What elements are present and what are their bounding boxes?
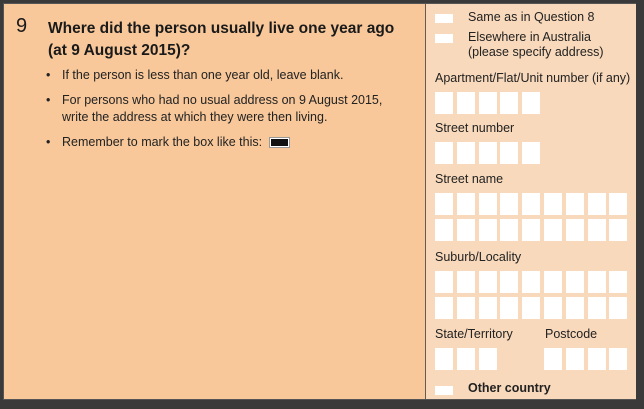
state-label: State/Territory	[435, 327, 513, 341]
character-box[interactable]	[522, 297, 541, 319]
character-box[interactable]	[435, 348, 453, 370]
character-box[interactable]	[609, 193, 628, 215]
character-box[interactable]	[565, 271, 584, 293]
character-box[interactable]	[435, 193, 453, 215]
suburb-label: Suburb/Locality	[435, 250, 522, 264]
character-box[interactable]	[565, 219, 584, 241]
character-box[interactable]	[544, 219, 562, 241]
question-title-line1: Where did the person usually live one ye…	[48, 20, 395, 37]
character-box[interactable]	[435, 271, 453, 293]
character-box[interactable]	[478, 142, 497, 164]
character-box[interactable]	[544, 348, 562, 370]
character-box[interactable]	[565, 297, 584, 319]
character-box[interactable]	[456, 142, 475, 164]
character-box[interactable]	[522, 92, 541, 114]
question-number: 9	[16, 15, 28, 37]
character-box[interactable]	[587, 297, 606, 319]
character-box[interactable]	[456, 193, 475, 215]
postcode-label: Postcode	[545, 327, 598, 341]
answer-area: Same as in Question 8 Elsewhere in Austr…	[425, 4, 636, 399]
same-as-q8-checkbox[interactable]	[435, 14, 453, 23]
character-box[interactable]	[609, 297, 628, 319]
character-box[interactable]	[544, 297, 562, 319]
character-box[interactable]	[435, 142, 453, 164]
elsewhere-australia-label: Elsewhere in Australia	[468, 30, 591, 44]
character-box[interactable]	[456, 219, 475, 241]
character-box[interactable]	[522, 271, 541, 293]
character-box[interactable]	[587, 348, 606, 370]
character-box[interactable]	[500, 193, 519, 215]
street-name-label: Street name	[435, 172, 504, 186]
marked-box-example-icon	[269, 137, 291, 149]
same-as-q8-label: Same as in Question 8	[468, 10, 595, 24]
character-box[interactable]	[587, 193, 606, 215]
character-box[interactable]	[609, 348, 628, 370]
other-country-label: Other country	[468, 381, 551, 395]
character-box[interactable]	[565, 348, 584, 370]
character-box[interactable]	[522, 142, 541, 164]
character-box[interactable]	[456, 297, 475, 319]
character-box[interactable]	[435, 92, 453, 114]
character-box[interactable]	[456, 348, 475, 370]
character-box[interactable]	[478, 348, 497, 370]
street-number-label: Street number	[435, 121, 515, 135]
question-title: Where did the person usually live one ye…	[48, 18, 408, 62]
elsewhere-australia-note: (please specify address)	[468, 45, 604, 59]
character-box[interactable]	[500, 92, 519, 114]
character-box[interactable]	[544, 193, 562, 215]
character-box[interactable]	[500, 142, 519, 164]
character-box[interactable]	[609, 271, 628, 293]
character-box[interactable]	[544, 271, 562, 293]
character-box[interactable]	[435, 219, 453, 241]
character-box[interactable]	[478, 193, 497, 215]
character-box[interactable]	[522, 193, 541, 215]
character-box[interactable]	[500, 219, 519, 241]
other-country-checkbox[interactable]	[435, 386, 453, 395]
character-box[interactable]	[565, 193, 584, 215]
character-box[interactable]	[587, 219, 606, 241]
character-box[interactable]	[478, 92, 497, 114]
character-box[interactable]	[609, 219, 628, 241]
question-panel: 9 Where did the person usually live one …	[3, 3, 636, 400]
character-box[interactable]	[478, 271, 497, 293]
character-box[interactable]	[456, 92, 475, 114]
character-box[interactable]	[456, 271, 475, 293]
character-box[interactable]	[435, 297, 453, 319]
character-box[interactable]	[522, 219, 541, 241]
character-box[interactable]	[587, 271, 606, 293]
apartment-label: Apartment/Flat/Unit number (if any)	[435, 71, 631, 85]
question-title-line2: (at 9 August 2015)?	[48, 42, 191, 59]
character-box[interactable]	[500, 271, 519, 293]
character-box[interactable]	[478, 297, 497, 319]
character-box[interactable]	[478, 219, 497, 241]
elsewhere-australia-checkbox[interactable]	[435, 34, 453, 43]
character-box[interactable]	[500, 297, 519, 319]
